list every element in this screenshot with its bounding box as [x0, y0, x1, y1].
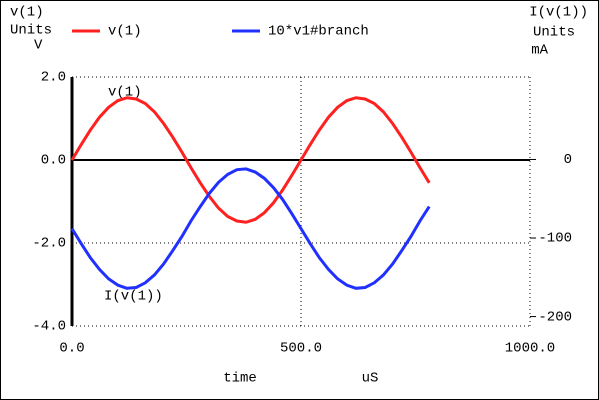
- annotation: v(1): [108, 85, 142, 101]
- x-tick-label: 0.0: [59, 341, 84, 357]
- y2-tick-label: -200: [538, 309, 572, 325]
- x-unit: uS: [362, 371, 379, 387]
- y-tick-label: -4.0: [32, 319, 66, 335]
- y2-tick-label: 0: [564, 152, 572, 168]
- annotation: I(v(1)): [104, 289, 163, 305]
- y2-unit: mA: [531, 43, 548, 59]
- y-title: v(1): [10, 5, 44, 21]
- y-tick-label: 2.0: [41, 70, 66, 86]
- x-tick-label: 500.0: [280, 341, 322, 357]
- series-line: [70, 96, 431, 224]
- y2-tick-label: -100: [538, 231, 572, 247]
- series-line: [70, 167, 431, 290]
- legend-label: 10*v1#branch: [268, 24, 369, 40]
- y-unit: V: [34, 38, 43, 54]
- y2-units-label: Units: [533, 25, 575, 41]
- legend-label: v(1): [108, 24, 142, 40]
- x-label: time: [223, 371, 257, 387]
- x-tick-label: 1000.0: [505, 341, 555, 357]
- y-tick-label: 0.0: [41, 153, 66, 169]
- y-units-label: Units: [10, 23, 52, 39]
- y-tick-label: -2.0: [32, 236, 66, 252]
- y2-title: I(v(1)): [529, 5, 588, 21]
